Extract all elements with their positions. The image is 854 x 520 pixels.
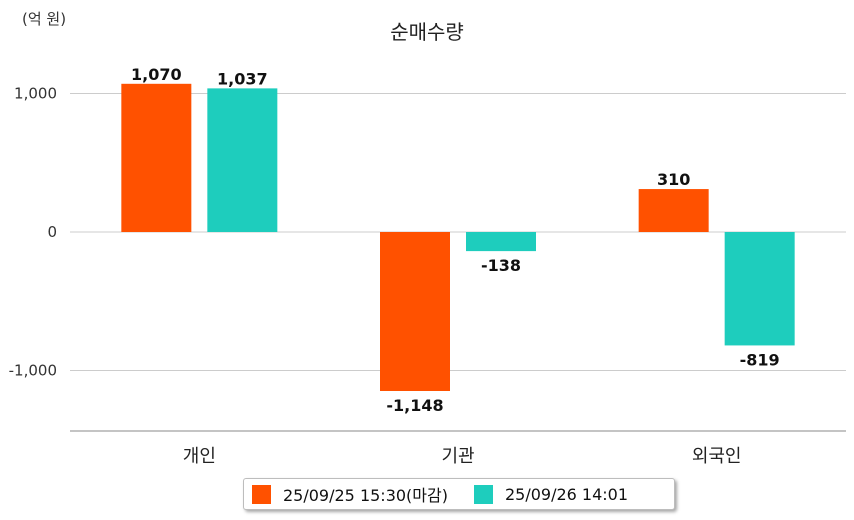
x-tick-label: 외국인 xyxy=(692,446,742,467)
y-tick-label: -1,000 xyxy=(9,362,57,380)
chart-title: 순매수량 xyxy=(390,20,464,44)
bar-1-3[interactable] xyxy=(638,189,709,232)
unit-label: (억 원) xyxy=(22,10,67,28)
legend: 25/09/25 15:30(마감) 25/09/26 14:01 xyxy=(243,478,675,510)
data-label: -138 xyxy=(481,256,521,275)
bar-1-2[interactable] xyxy=(380,232,450,391)
legend-swatch-series-2 xyxy=(473,484,493,504)
data-label: -819 xyxy=(740,350,780,369)
data-label: 1,037 xyxy=(217,69,268,88)
legend-swatch-series-1 xyxy=(252,484,271,504)
legend-item-series-2[interactable]: 25/09/26 14:01 xyxy=(473,484,629,504)
y-tick-label: 0 xyxy=(47,223,57,241)
data-label: -1,148 xyxy=(386,396,443,415)
bar-1-1[interactable] xyxy=(121,83,192,233)
legend-item-series-1[interactable]: 25/09/25 15:30(마감) xyxy=(252,482,448,506)
data-label: 1,070 xyxy=(131,65,182,84)
legend-label-series-1: 25/09/25 15:30(마감) xyxy=(283,486,448,505)
x-tick-label: 개인 xyxy=(183,446,216,467)
bar-2-3[interactable] xyxy=(724,232,795,346)
bar-2-2[interactable] xyxy=(466,232,536,252)
legend-label-series-2: 25/09/26 14:01 xyxy=(504,484,629,504)
bar-2-1[interactable] xyxy=(207,88,278,232)
x-tick-label: 기관 xyxy=(441,446,474,467)
data-label: 310 xyxy=(657,170,690,189)
y-tick-label: 1,000 xyxy=(14,85,57,103)
